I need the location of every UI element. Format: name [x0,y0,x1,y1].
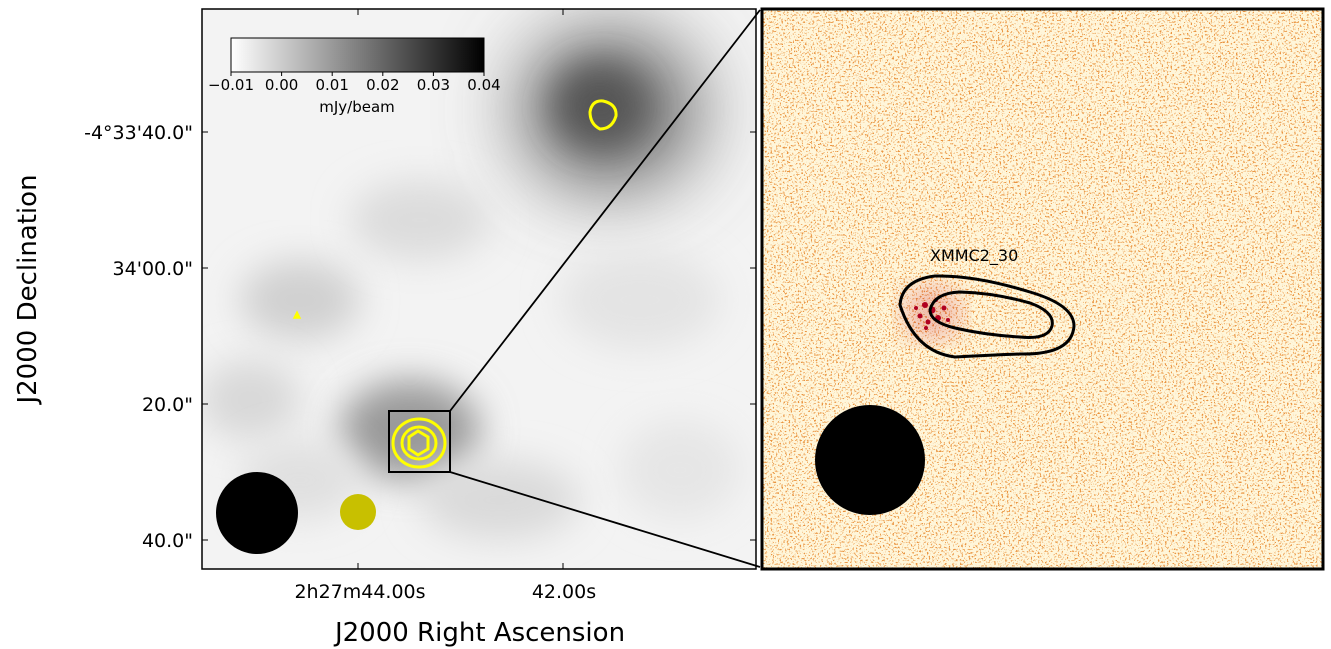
yellow-contour-small [292,310,302,319]
black-contour-source [898,274,1076,359]
left-panel-frame [201,8,757,570]
xtick-label-0: 2h27m44.00s [294,581,425,603]
beam-small [340,494,376,530]
zoom-connector-lines [449,9,761,568]
inset-beam [815,405,925,515]
ytick-label-0: -4°33'40.0" [84,122,193,144]
inset-panel-frame [760,7,1325,571]
left-axis-ticks [202,9,756,569]
colorbar-tick-4: 0.03 [417,76,450,94]
source-label: XMMC2_30 [930,246,1018,266]
inset-map-panel: XMMC2_30 [762,9,1323,569]
ytick-label-1: 34'00.0" [113,258,193,280]
zoom-box [388,410,451,473]
colorbar-tick-5: 0.04 [467,76,500,94]
ytick-label-2: 20.0" [142,394,193,416]
left-map-panel: −0.01 0.00 0.01 0.02 0.03 0.04 mJy/beam [202,9,756,569]
beam-large [216,472,298,554]
yellow-contour-top [588,99,618,131]
yellow-contour-source [391,417,447,469]
colorbar-unit-label: mJy/beam [319,98,395,116]
colorbar-tick-3: 0.02 [366,76,399,94]
colorbar-tick-0: −0.01 [208,76,254,94]
ytick-label-3: 40.0" [142,530,193,552]
xtick-label-1: 42.00s [532,581,596,603]
colorbar-tick-2: 0.01 [315,76,348,94]
y-axis-label: J2000 Declination [13,174,43,405]
colorbar-tick-1: 0.00 [265,76,298,94]
x-axis-label: J2000 Right Ascension [333,618,625,648]
colorbar: −0.01 0.00 0.01 0.02 0.03 0.04 mJy/beam [208,37,501,116]
